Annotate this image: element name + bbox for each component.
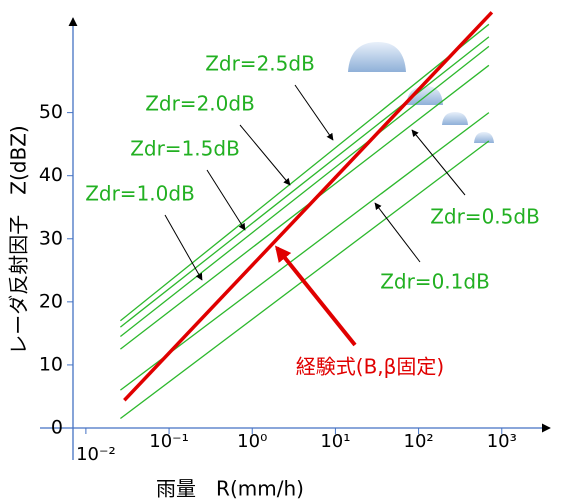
x-tick-label: 10² bbox=[404, 431, 434, 452]
annotation-arrow bbox=[207, 170, 245, 230]
y-tick-label: 50 bbox=[39, 101, 63, 123]
legend-label: Zdr=1.5dB bbox=[130, 137, 240, 161]
legend-label: Zdr=0.1dB bbox=[380, 270, 490, 294]
y-tick-label: 40 bbox=[39, 164, 63, 186]
y-axis-label: レーダ反射因子 Z(dBZ) bbox=[7, 125, 31, 354]
x-tick-label: 10⁻² bbox=[76, 444, 116, 465]
y-tick-label: 0 bbox=[51, 417, 63, 439]
y-tick-label: 20 bbox=[39, 290, 63, 312]
y-tick-label: 30 bbox=[39, 227, 63, 249]
raindrop bbox=[442, 112, 468, 125]
chart: 雨量 R(mm/h) レーダ反射因子 Z(dBZ) 0 10 20 30 40 50 10⁻… bbox=[0, 0, 565, 504]
x-tick-label: 10¹ bbox=[320, 431, 350, 452]
annotation-arrow bbox=[412, 130, 465, 195]
x-tick-label: 10³ bbox=[487, 431, 517, 452]
x-axis-label: 雨量 R(mm/h) bbox=[156, 477, 304, 501]
legend-label: Zdr=2.5dB bbox=[205, 52, 315, 76]
legend-label: Zdr=0.5dB bbox=[430, 205, 540, 229]
annotation-arrow bbox=[277, 248, 355, 345]
annotation-arrow bbox=[295, 85, 333, 140]
annotation-arrow bbox=[240, 125, 290, 185]
page: {"chart_data": {"type": "line", "xlabel"… bbox=[0, 0, 565, 504]
y-tick-label: 10 bbox=[39, 353, 63, 375]
raindrop bbox=[348, 42, 406, 72]
x-tick-label: 10⁻¹ bbox=[149, 431, 189, 452]
legend-label: Zdr=1.0dB bbox=[85, 182, 195, 206]
legend-label: 経験式(B,β固定) bbox=[296, 355, 444, 379]
legend-label: Zdr=2.0dB bbox=[145, 92, 255, 116]
x-tick-label: 10⁰ bbox=[237, 431, 267, 452]
raindrop bbox=[474, 132, 494, 143]
annotation-arrow bbox=[375, 203, 420, 262]
